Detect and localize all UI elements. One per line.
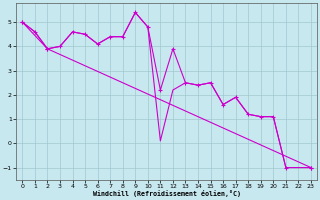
- X-axis label: Windchill (Refroidissement éolien,°C): Windchill (Refroidissement éolien,°C): [93, 190, 241, 197]
